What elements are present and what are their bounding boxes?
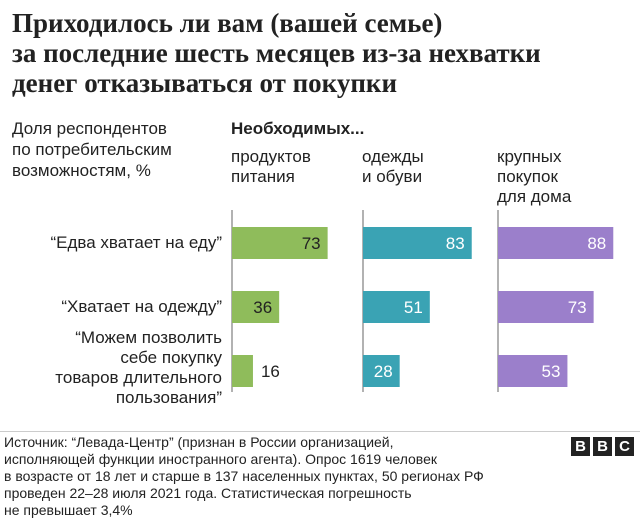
series-label-line: и обуви — [362, 167, 423, 186]
bar — [498, 355, 568, 387]
chart-title-line: Приходилось ли вам (вашей семье) — [12, 8, 443, 38]
bar — [232, 291, 280, 323]
source-note: Источник: “Левада-Центр” (признан в Росс… — [4, 434, 564, 519]
footer-divider — [0, 431, 640, 432]
chart-title-line: за последние шесть месяцев из-за нехватк… — [12, 38, 541, 68]
bar — [498, 291, 594, 323]
category-label-line: “Едва хватает на еду” — [50, 233, 222, 252]
series-label-line: питания — [231, 167, 295, 186]
bar-chart: 73 36 16 83 51 28 88 73 53 — [231, 210, 614, 392]
bar — [498, 227, 614, 259]
series-label-line: одежды — [362, 147, 424, 166]
source-line: проведен 22–28 июля 2021 года. Статистич… — [4, 485, 412, 501]
group-heading: Необходимых... — [231, 119, 365, 138]
source-line: Источник: “Левада-Центр” (признан в Росс… — [4, 434, 394, 450]
bar — [232, 355, 253, 387]
data-label: 53 — [542, 362, 561, 381]
data-label: 51 — [404, 298, 423, 317]
y-axis-label: Доля респондентов по потребительским возмо… — [12, 118, 222, 181]
source-line: не превышает 3,4% — [4, 502, 133, 518]
y-axis-label-line: возможностям, % — [12, 161, 151, 180]
source-line: исполняющей функции иностранного агента)… — [4, 451, 438, 467]
bbc-logo-block: B — [593, 437, 612, 456]
data-label: 16 — [261, 362, 280, 381]
category-label-line: пользования” — [115, 388, 222, 407]
source-line: в возрасте от 18 лет и старше в 137 насе… — [4, 468, 484, 484]
series-label: крупных покупок для дома — [497, 147, 571, 207]
bar — [232, 227, 328, 259]
data-label: 73 — [568, 298, 587, 317]
y-axis-label-line: по потребительским — [12, 140, 172, 159]
series-label-line: крупных — [497, 147, 562, 166]
bar — [363, 355, 400, 387]
chart-title-line: денег отказываться от покупки — [12, 68, 398, 98]
data-label: 88 — [587, 234, 606, 253]
bbc-logo-block: C — [615, 437, 634, 456]
category-label: “Хватает на одежду” — [0, 297, 222, 317]
chart-title: Приходилось ли вам (вашей семье) за после… — [12, 8, 634, 98]
data-label: 36 — [253, 298, 272, 317]
series-label-line: продуктов — [231, 147, 311, 166]
bar — [363, 227, 472, 259]
bbc-logo-block: B — [571, 437, 590, 456]
category-label-line: “Можем позволить — [75, 328, 222, 347]
category-label-line: “Хватает на одежду” — [61, 297, 222, 316]
series-label: продуктов питания — [231, 147, 311, 187]
series-label-line: покупок — [497, 167, 558, 186]
series-label: одежды и обуви — [362, 147, 424, 187]
series-label-line: для дома — [497, 187, 572, 206]
data-label: 73 — [302, 234, 321, 253]
data-label: 28 — [374, 362, 393, 381]
data-label: 83 — [446, 234, 465, 253]
category-label: “Едва хватает на еду” — [0, 233, 222, 253]
y-axis-label-line: Доля респондентов — [12, 119, 167, 138]
category-label-line: товаров длительного — [55, 368, 222, 387]
bar — [363, 291, 430, 323]
category-label-line: себе покупку — [120, 348, 222, 367]
category-label: “Можем позволить себе покупку товаров длит… — [0, 328, 222, 408]
